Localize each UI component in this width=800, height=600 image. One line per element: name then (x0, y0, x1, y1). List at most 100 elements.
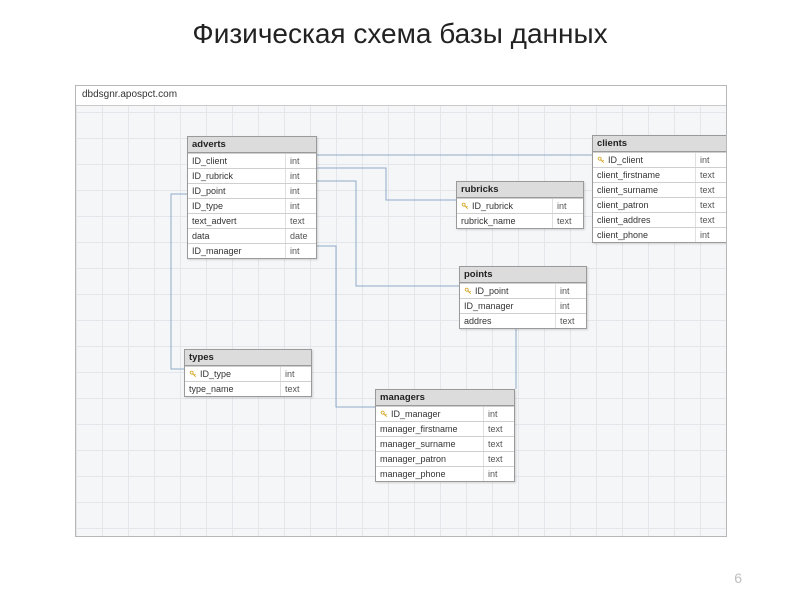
field-name: client_patron (593, 198, 696, 212)
field-name: rubrick_name (457, 214, 553, 228)
field-type: int (286, 169, 316, 183)
field-name: type_name (185, 382, 281, 396)
field-name: ID_rubrick (188, 169, 286, 183)
table-row[interactable]: addres text (460, 313, 586, 328)
field-name-text: manager_firstname (380, 424, 458, 434)
field-type: int (696, 153, 726, 167)
page-title: Физическая схема базы данных (0, 0, 800, 60)
field-name: ID_manager (460, 299, 556, 313)
field-type: int (281, 367, 311, 381)
field-name: text_advert (188, 214, 286, 228)
field-name-text: text_advert (192, 216, 237, 226)
table-adverts[interactable]: advertsID_clientintID_rubrickintID_point… (187, 136, 317, 259)
field-type: int (286, 244, 316, 258)
table-points[interactable]: pointsID_pointintID_managerintaddrestext (459, 266, 587, 329)
field-name-text: ID_manager (464, 301, 514, 311)
field-name: ID_client (188, 154, 286, 168)
table-row[interactable]: client_patron text (593, 197, 726, 212)
table-clients[interactable]: clientsID_clientintclient_firstnametextc… (592, 135, 727, 243)
field-type: date (286, 229, 316, 243)
table-row[interactable]: client_firstnametext (593, 167, 726, 182)
field-name: manager_phone (376, 467, 484, 481)
field-name: manager_surname (376, 437, 484, 451)
table-row[interactable]: client_phoneint (593, 227, 726, 242)
field-type: text (556, 314, 586, 328)
field-type: int (286, 184, 316, 198)
table-row[interactable]: ID_type int (185, 366, 311, 381)
table-row[interactable]: ID_manager int (188, 243, 316, 258)
field-name-text: type_name (189, 384, 234, 394)
field-name: manager_patron (376, 452, 484, 466)
key-icon (380, 410, 388, 418)
table-header-clients: clients (593, 136, 726, 152)
table-row[interactable]: text_adverttext (188, 213, 316, 228)
field-name: ID_type (188, 199, 286, 213)
field-name: client_phone (593, 228, 696, 242)
field-type: text (696, 168, 726, 182)
table-row[interactable]: rubrick_nametext (457, 213, 583, 228)
field-type: text (484, 452, 514, 466)
field-name-text: ID_client (608, 155, 643, 165)
table-row[interactable]: ID_manager int (460, 298, 586, 313)
field-type: int (484, 467, 514, 481)
field-name: ID_manager (376, 407, 484, 421)
field-type: text (484, 437, 514, 451)
table-row[interactable]: ID_rubrickint (457, 198, 583, 213)
table-row[interactable]: ID_rubrickint (188, 168, 316, 183)
field-type: int (556, 284, 586, 298)
edge-adverts-managers (317, 246, 375, 407)
field-name-text: addres (464, 316, 492, 326)
table-row[interactable]: ID_pointint (460, 283, 586, 298)
table-header-types: types (185, 350, 311, 366)
table-types[interactable]: types ID_type int type_name text (184, 349, 312, 397)
key-icon (461, 202, 469, 210)
field-name: addres (460, 314, 556, 328)
edge-adverts-rubricks (317, 168, 456, 200)
field-name: client_surname (593, 183, 696, 197)
table-row[interactable]: ID_client int (593, 152, 726, 167)
table-row[interactable]: manager_patron text (376, 451, 514, 466)
field-name-text: ID_manager (391, 409, 441, 419)
field-type: text (696, 183, 726, 197)
field-name-text: client_addres (597, 215, 651, 225)
field-name-text: ID_type (200, 369, 231, 379)
table-row[interactable]: type_name text (185, 381, 311, 396)
field-type: int (556, 299, 586, 313)
field-name-text: client_surname (597, 185, 658, 195)
table-header-rubricks: rubricks (457, 182, 583, 198)
field-name: ID_manager (188, 244, 286, 258)
table-row[interactable]: manager_surnametext (376, 436, 514, 451)
field-name-text: manager_patron (380, 454, 446, 464)
table-row[interactable]: client_surname text (593, 182, 726, 197)
table-row[interactable]: ID_manager int (376, 406, 514, 421)
diagram-canvas: dbdsgnr.apospct.com advertsID_clientintI… (75, 85, 727, 537)
field-name: client_addres (593, 213, 696, 227)
field-name: ID_rubrick (457, 199, 553, 213)
field-type: text (696, 198, 726, 212)
field-name: ID_client (593, 153, 696, 167)
page-number: 6 (734, 570, 742, 586)
table-row[interactable]: manager_firstnametext (376, 421, 514, 436)
table-row[interactable]: client_addres text (593, 212, 726, 227)
field-type: int (286, 199, 316, 213)
table-rubricks[interactable]: rubricksID_rubrickintrubrick_nametext (456, 181, 584, 229)
table-row[interactable]: manager_phoneint (376, 466, 514, 481)
field-name-text: data (192, 231, 210, 241)
field-name-text: ID_point (192, 186, 226, 196)
field-name-text: client_patron (597, 200, 649, 210)
edge-adverts-types (171, 194, 187, 369)
table-row[interactable]: ID_point int (188, 183, 316, 198)
field-name: ID_point (188, 184, 286, 198)
table-row[interactable]: ID_typeint (188, 198, 316, 213)
field-name-text: ID_client (192, 156, 227, 166)
table-row[interactable]: ID_clientint (188, 153, 316, 168)
key-icon (464, 287, 472, 295)
table-row[interactable]: data date (188, 228, 316, 243)
table-managers[interactable]: managersID_managerintmanager_firstnamete… (375, 389, 515, 482)
field-type: int (553, 199, 583, 213)
field-name-text: ID_manager (192, 246, 242, 256)
field-type: text (696, 213, 726, 227)
field-type: text (281, 382, 311, 396)
field-type: int (484, 407, 514, 421)
table-header-adverts: adverts (188, 137, 316, 153)
